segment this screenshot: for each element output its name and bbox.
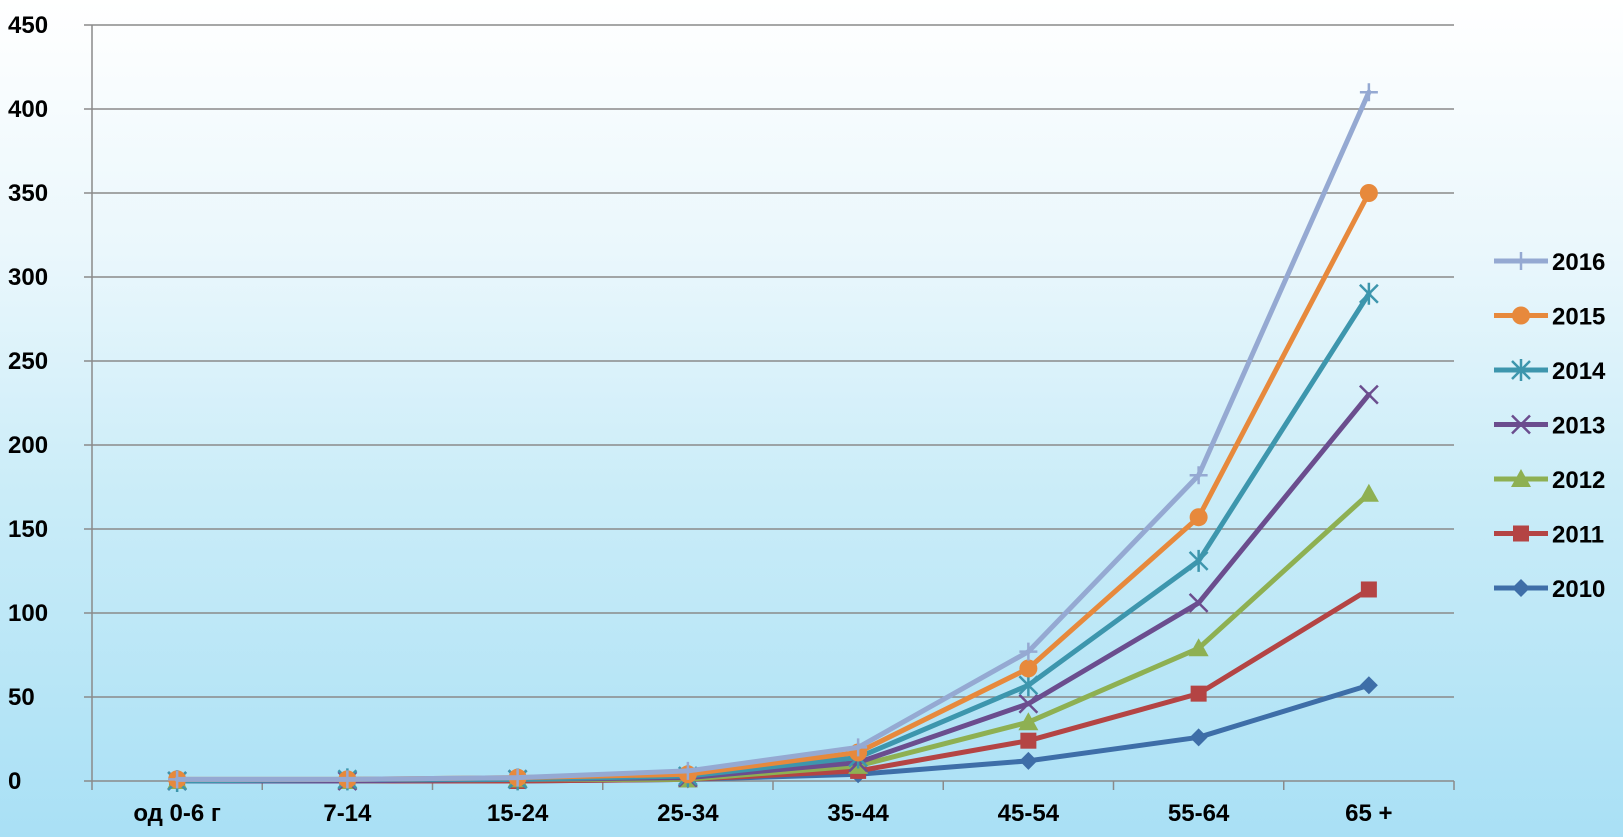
data-point-2016 — [1189, 466, 1208, 485]
y-tick-label: 250 — [8, 348, 48, 375]
series-2016 — [168, 83, 1378, 789]
legend-item-2014: 2014 — [1494, 358, 1606, 385]
data-point-2016 — [1019, 642, 1038, 661]
data-point-2016 — [678, 761, 697, 780]
y-axis-ticks: 0 50 100 150 200 250 300 350 400 450 — [8, 12, 92, 795]
data-point-2011 — [1360, 581, 1377, 598]
legend-swatch-marker — [1511, 414, 1531, 435]
legend-label: 2015 — [1552, 304, 1605, 331]
data-point-2012 — [1358, 483, 1379, 502]
data-point-2012 — [1018, 712, 1039, 731]
legend-swatch-marker — [1512, 579, 1530, 597]
legend-label: 2012 — [1552, 467, 1605, 494]
data-point-2013 — [1018, 693, 1039, 714]
series-line-2014 — [174, 291, 1372, 784]
x-tick-label: 25-34 — [657, 800, 719, 827]
legend-label: 2011 — [1552, 522, 1604, 549]
legend-item-2015: 2015 — [1494, 304, 1605, 331]
series-group — [167, 83, 1379, 792]
y-tick-label: 350 — [8, 180, 48, 207]
legend-swatch-marker — [1511, 469, 1531, 487]
data-point-2010 — [1359, 676, 1378, 695]
y-tick-label: 0 — [8, 768, 21, 795]
series-line-2013 — [174, 392, 1372, 784]
data-point-2014 — [1188, 549, 1209, 572]
x-tick-label: 55-64 — [1168, 800, 1230, 827]
legend-item-2012: 2012 — [1494, 467, 1605, 494]
legend-label: 2014 — [1552, 358, 1606, 385]
legend-swatch-marker — [1513, 525, 1529, 542]
legend-item-2011: 2011 — [1494, 522, 1604, 549]
data-point-2011 — [1190, 685, 1207, 702]
y-tick-label: 200 — [8, 432, 48, 459]
data-point-2013 — [1188, 593, 1209, 613]
data-point-2016 — [338, 770, 357, 789]
x-tick-label: 15-24 — [487, 800, 549, 827]
x-tick-label: 35-44 — [827, 800, 889, 827]
data-point-2016 — [508, 768, 527, 787]
data-point-2016 — [849, 738, 868, 757]
x-tick-label: 7-14 — [323, 800, 372, 827]
y-tick-label: 450 — [8, 12, 48, 39]
data-point-2015 — [1359, 184, 1378, 202]
legend-swatch-marker — [1512, 306, 1530, 325]
legend: 2016 2015 2014 2013 2012 2011 2010 — [1494, 249, 1606, 603]
y-tick-label: 300 — [8, 264, 48, 291]
axes — [91, 25, 1454, 782]
data-point-2010 — [1019, 751, 1038, 770]
data-point-2015 — [1019, 659, 1038, 678]
data-point-2015 — [1189, 508, 1208, 527]
legend-item-2013: 2013 — [1494, 413, 1605, 440]
x-tick-label: 65 + — [1345, 800, 1392, 827]
legend-label: 2013 — [1552, 413, 1605, 440]
series-2013 — [167, 384, 1379, 791]
data-point-2016 — [168, 770, 187, 789]
legend-label: 2016 — [1552, 249, 1605, 276]
series-line-2011 — [174, 586, 1372, 784]
data-point-2012 — [1188, 638, 1209, 657]
data-point-2014 — [1018, 674, 1039, 697]
y-tick-label: 400 — [8, 96, 48, 123]
data-point-2016 — [1359, 83, 1378, 102]
legend-label: 2010 — [1552, 576, 1605, 603]
y-tick-label: 150 — [8, 516, 48, 543]
y-tick-label: 100 — [8, 600, 48, 627]
x-tick-label: од 0-6 г — [133, 800, 221, 827]
legend-swatch-marker — [1511, 359, 1531, 381]
legend-item-2016: 2016 — [1494, 249, 1605, 276]
data-point-2014 — [1358, 282, 1379, 305]
series-line-2016 — [174, 89, 1372, 782]
x-axis-ticks: од 0-6 г 7-14 15-24 25-34 35-44 45-54 55-64 65 … — [91, 781, 1455, 827]
data-point-2013 — [1358, 384, 1379, 405]
x-tick-label: 45-54 — [998, 800, 1060, 827]
grid-lines — [92, 24, 1454, 698]
series-2014 — [167, 282, 1379, 792]
y-tick-label: 50 — [8, 684, 35, 711]
data-point-2010 — [1189, 728, 1208, 747]
data-point-2011 — [1020, 732, 1037, 749]
legend-item-2010: 2010 — [1494, 576, 1605, 603]
legend-swatch-marker — [1512, 252, 1530, 270]
